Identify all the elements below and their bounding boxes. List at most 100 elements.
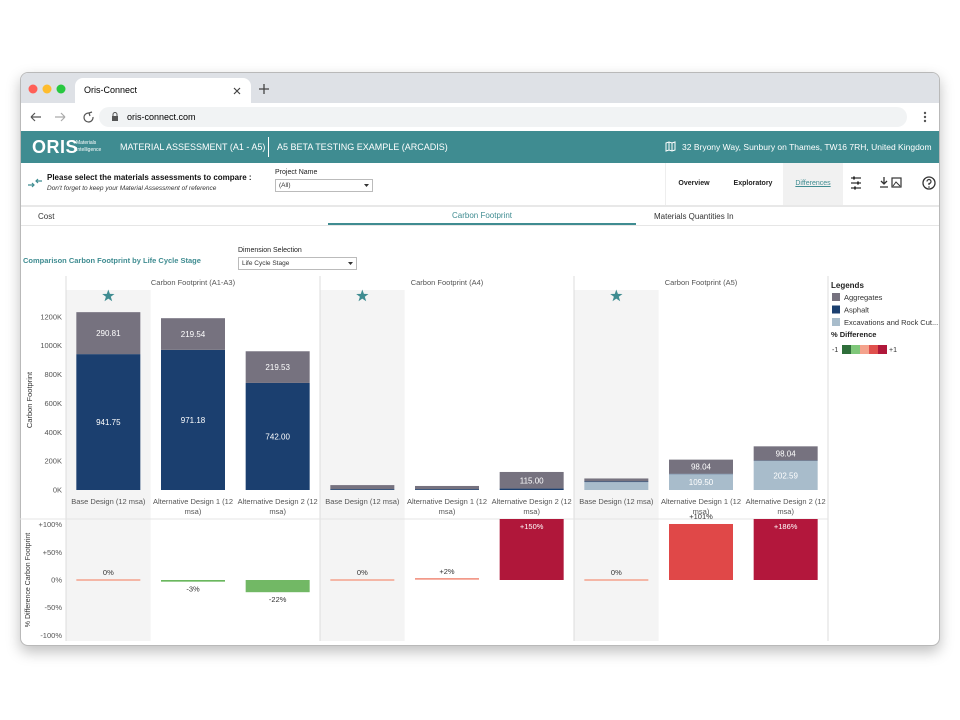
bar-segment bbox=[161, 349, 225, 490]
y-tick-label: 600K bbox=[44, 399, 62, 408]
bar-segment bbox=[330, 485, 395, 490]
legend-min: -1 bbox=[832, 347, 838, 354]
value-label: +2% bbox=[439, 567, 455, 576]
diff-bar bbox=[245, 580, 310, 593]
value-label: +150% bbox=[520, 522, 544, 531]
bar-segment bbox=[584, 478, 649, 482]
tab-close[interactable] bbox=[233, 87, 241, 95]
tab-bar: Oris-Connect bbox=[21, 73, 939, 103]
y-axis-label: % Difference Carbon Footprint bbox=[25, 533, 32, 627]
value-label: 219.53 bbox=[265, 363, 290, 372]
bar-segment bbox=[499, 471, 564, 489]
differences-button[interactable]: Differences bbox=[783, 163, 843, 205]
y-tick-label: -50% bbox=[44, 603, 62, 612]
y-tick-label: 200K bbox=[44, 457, 62, 466]
legend-swatch bbox=[869, 345, 878, 354]
bar-segment bbox=[330, 489, 395, 490]
note: Don't forget to keep your Material Asses… bbox=[47, 185, 217, 192]
tab[interactable]: Materials Quantities In bbox=[654, 212, 734, 221]
value-label: 109.50 bbox=[689, 478, 714, 487]
diff-bar bbox=[669, 523, 733, 580]
legend-swatch bbox=[832, 293, 840, 301]
reference-star bbox=[102, 289, 115, 302]
legend-swatch bbox=[842, 345, 851, 354]
filter-value: (All) bbox=[279, 182, 291, 189]
legend-max: +1 bbox=[889, 347, 897, 354]
dimension-value: Life Cycle Stage bbox=[242, 260, 290, 267]
legend-swatch bbox=[832, 305, 840, 314]
maximize-dot[interactable] bbox=[56, 84, 66, 94]
bar-segment bbox=[161, 318, 225, 350]
value-label: +186% bbox=[774, 522, 798, 531]
tool-icons[interactable] bbox=[849, 175, 939, 191]
nav-buttons[interactable] bbox=[29, 111, 99, 123]
tab-active[interactable]: Carbon Footprint bbox=[328, 209, 636, 225]
minimize-dot[interactable] bbox=[42, 84, 52, 94]
bar-segment bbox=[245, 351, 310, 383]
bar-segment bbox=[76, 354, 141, 490]
legend-title: % Difference bbox=[831, 330, 876, 339]
bar-segment bbox=[499, 488, 564, 490]
y-tick-label: 400K bbox=[44, 428, 62, 437]
diff-bar bbox=[161, 580, 225, 582]
bar-segment bbox=[245, 382, 310, 490]
dimension-label: Dimension Selection bbox=[238, 247, 302, 254]
exploratory-button[interactable]: Exploratory bbox=[733, 180, 773, 187]
lock-icon bbox=[112, 112, 118, 121]
window-controls bbox=[28, 84, 66, 94]
legend-swatch bbox=[851, 345, 860, 354]
tab[interactable]: Cost bbox=[38, 212, 55, 221]
bar-segment bbox=[584, 482, 649, 490]
legend-swatch bbox=[878, 345, 887, 354]
value-label: 98.04 bbox=[691, 463, 712, 472]
bar-segment bbox=[753, 460, 818, 490]
dimension-select[interactable]: Life Cycle Stage bbox=[238, 257, 357, 270]
project-select[interactable]: (All) bbox=[275, 179, 373, 192]
legend-label: Excavations and Rock Cut... bbox=[844, 318, 938, 327]
url-field[interactable]: oris-connect.com bbox=[99, 107, 907, 127]
map-icon bbox=[665, 141, 676, 152]
bar-segment bbox=[415, 485, 479, 490]
overview-button[interactable]: Overview bbox=[665, 163, 722, 205]
caret bbox=[364, 184, 369, 187]
new-tab[interactable] bbox=[259, 84, 269, 94]
url-text: oris-connect.com bbox=[127, 112, 196, 122]
prompt: Please select the materials assessments … bbox=[47, 173, 252, 182]
divider bbox=[268, 137, 269, 157]
close-dot[interactable] bbox=[28, 84, 38, 94]
panel-title: Carbon Footprint (A4) bbox=[411, 278, 484, 287]
value-label: 98.04 bbox=[776, 449, 797, 458]
y-tick-label: +50% bbox=[43, 548, 63, 557]
logo-sub: Materials bbox=[76, 140, 97, 146]
y-tick-label: 800K bbox=[44, 370, 62, 379]
value-label: 202.59 bbox=[773, 471, 798, 480]
filter-label: Project Name bbox=[275, 169, 318, 176]
bar-segment bbox=[76, 312, 141, 355]
browser-tab[interactable]: Oris-Connect bbox=[75, 78, 251, 103]
value-label: +101% bbox=[689, 512, 713, 521]
y-tick-label: 1000K bbox=[40, 341, 62, 350]
caret bbox=[348, 262, 353, 265]
y-tick-label: 0K bbox=[53, 486, 62, 495]
value-label: 742.00 bbox=[265, 432, 290, 441]
logo-sub: Intelligence bbox=[76, 147, 102, 153]
diff-bar bbox=[499, 519, 564, 580]
diff-bar bbox=[584, 579, 649, 581]
diff-bar bbox=[76, 579, 141, 581]
menu-icon[interactable] bbox=[923, 111, 927, 123]
value-label: 290.81 bbox=[96, 329, 121, 338]
value-label: -22% bbox=[269, 595, 287, 604]
y-tick-label: 1200K bbox=[40, 312, 62, 321]
bar-segment bbox=[669, 459, 733, 474]
bar-segment bbox=[415, 489, 479, 490]
value-label: 219.54 bbox=[181, 330, 206, 339]
tab-title: Oris-Connect bbox=[84, 85, 138, 95]
diff-bar bbox=[415, 578, 479, 580]
value-label: 941.75 bbox=[96, 418, 121, 427]
project-title: A5 BETA TESTING EXAMPLE (ARCADIS) bbox=[277, 142, 448, 152]
address-bar: oris-connect.com bbox=[21, 103, 939, 132]
reference-column bbox=[574, 290, 659, 641]
y-tick-label: +100% bbox=[38, 520, 62, 529]
